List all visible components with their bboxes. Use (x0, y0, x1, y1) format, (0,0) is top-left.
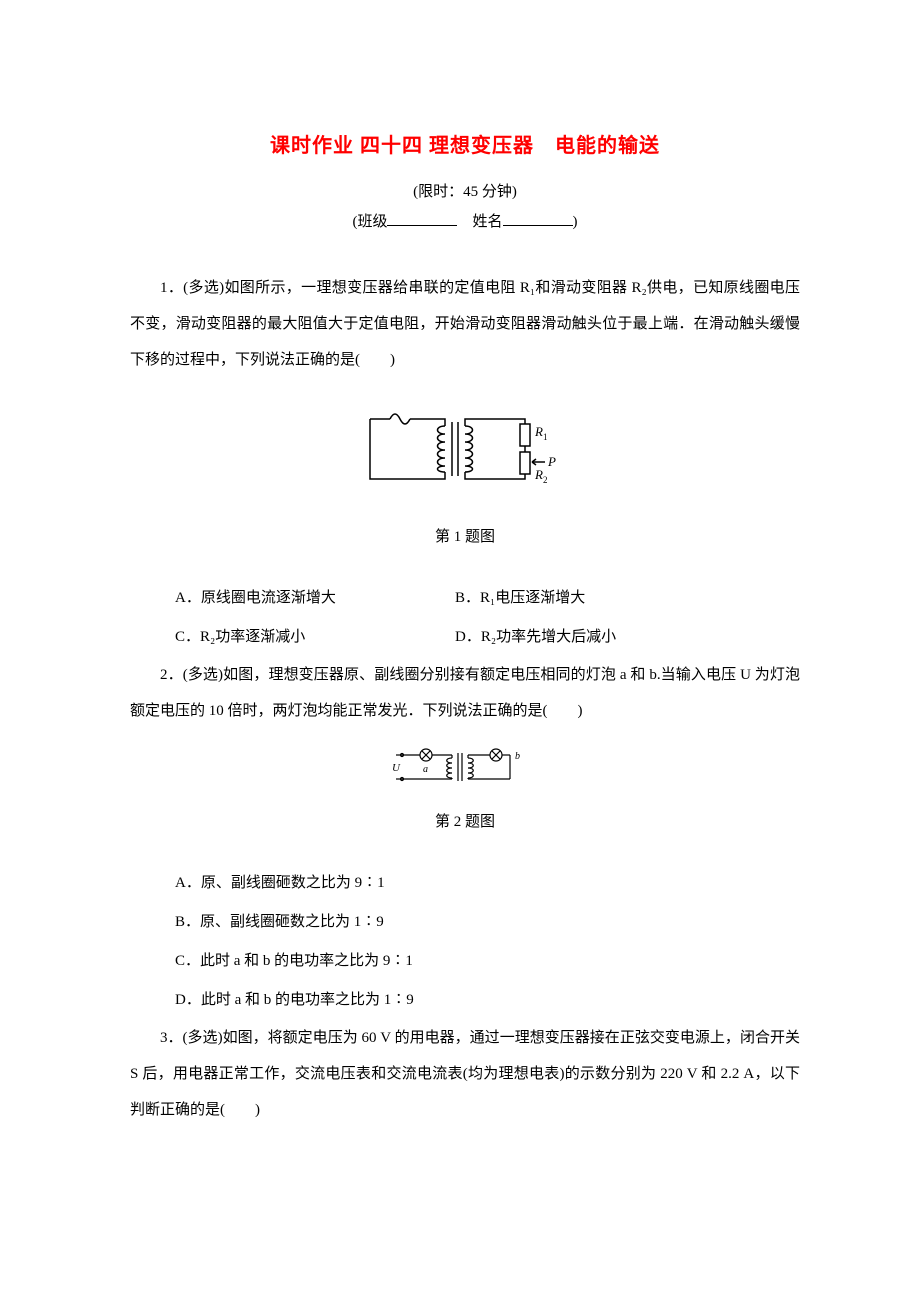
figure-1: R 1 R 2 P (130, 394, 800, 513)
q1-options-row1: A．原线圈电流逐渐增大 B．R₁电压逐渐增大 (175, 579, 800, 618)
r2-sub: 2 (543, 475, 548, 485)
q2-option-d: D．此时 a 和 b 的电功率之比为 1∶9 (175, 981, 800, 1020)
q2-option-c: C．此时 a 和 b 的电功率之比为 9∶1 (175, 942, 800, 981)
bulb-b-label: b (515, 751, 520, 762)
r2-label: R (534, 467, 543, 482)
figure-2: U a b (130, 745, 800, 799)
figure-2-caption: 第 2 题图 (130, 810, 800, 834)
name-blank[interactable] (503, 211, 573, 226)
figure-1-caption: 第 1 题图 (130, 525, 800, 549)
time-limit: (限时：45 分钟) (130, 180, 800, 204)
q1-option-b: B．R₁电压逐渐增大 (455, 579, 800, 618)
question-1-text: 1．(多选)如图所示，一理想变压器给串联的定值电阻 R₁和滑动变阻器 R₂供电，… (130, 270, 800, 378)
name-suffix: ) (573, 214, 578, 230)
question-3-text: 3．(多选)如图，将额定电压为 60 V 的用电器，通过一理想变压器接在正弦交变… (130, 1020, 800, 1128)
class-blank[interactable] (387, 211, 457, 226)
r1-label: R (534, 424, 543, 439)
q1-option-c: C．R₂功率逐渐减小 (175, 618, 455, 657)
name-label: 姓名 (457, 214, 502, 230)
bulb-a-label: a (423, 764, 428, 775)
class-label: (班级 (352, 214, 387, 230)
q1-option-a: A．原线圈电流逐渐增大 (175, 579, 455, 618)
name-line: (班级 姓名) (130, 210, 800, 234)
page-title: 课时作业 四十四 理想变压器 电能的输送 (130, 130, 800, 162)
r1-sub: 1 (543, 432, 548, 442)
q1-option-d: D．R₂功率先增大后减小 (455, 618, 800, 657)
q1-options-row2: C．R₂功率逐渐减小 D．R₂功率先增大后减小 (175, 618, 800, 657)
p-label: P (547, 454, 556, 469)
q2-option-a: A．原、副线圈砸数之比为 9∶1 (175, 864, 800, 903)
u-label: U (392, 762, 401, 774)
q2-option-b: B．原、副线圈砸数之比为 1∶9 (175, 903, 800, 942)
question-2-text: 2．(多选)如图，理想变压器原、副线圈分别接有额定电压相同的灯泡 a 和 b.当… (130, 657, 800, 729)
